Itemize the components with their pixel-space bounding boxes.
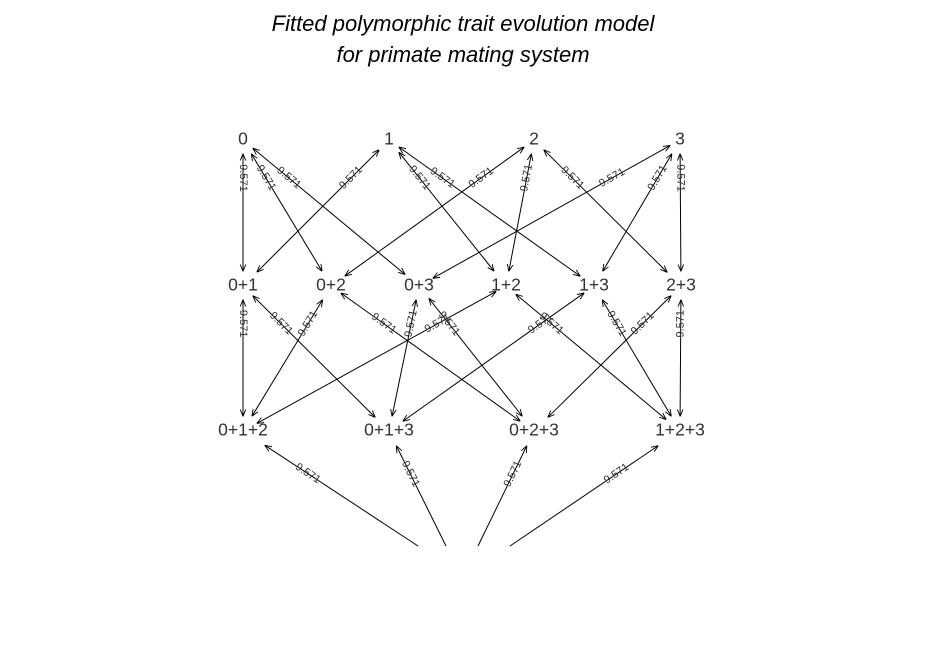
edge-label-2-3-to-1-2-3: 9.571 bbox=[675, 310, 687, 338]
edge-label-bottom-to-0-1-2: 9.571 bbox=[293, 461, 323, 486]
edge-3-to-0-3 bbox=[433, 146, 670, 279]
edge-0-to-0-3 bbox=[253, 148, 405, 274]
edges-layer bbox=[243, 146, 681, 547]
edge-bottom-to-0-1-2 bbox=[265, 445, 419, 547]
nodes-layer: 0 1 2 3 0+1 0+2 0+3 1+2 1+3 2+3 0+1+2 0+1+3 0+2+3 1+2… bbox=[218, 129, 705, 440]
node-2-3: 2+3 bbox=[666, 275, 696, 295]
edge-2-3-to-0-2-3 bbox=[548, 296, 671, 417]
node-3: 3 bbox=[675, 129, 685, 149]
node-0-1-2: 0+1+2 bbox=[218, 420, 268, 440]
edge-3-to-2-3 bbox=[680, 154, 681, 271]
node-0-3: 0+3 bbox=[404, 275, 434, 295]
chart-title: Fitted polymorphic trait evolution model… bbox=[0, 8, 926, 70]
edge-2-3-to-1-2-3 bbox=[680, 300, 681, 416]
node-0-1-3: 0+1+3 bbox=[364, 420, 414, 440]
node-1-2-3: 1+2+3 bbox=[655, 420, 705, 440]
node-1-3: 1+3 bbox=[579, 275, 609, 295]
node-0-1: 0+1 bbox=[228, 275, 258, 295]
node-1: 1 bbox=[384, 129, 394, 149]
node-2: 2 bbox=[529, 129, 539, 149]
edge-label-3-to-1-3: 9.571 bbox=[645, 163, 669, 193]
node-1-2: 1+2 bbox=[491, 275, 521, 295]
edge-label-bottom-to-1-2-3: 9.571 bbox=[602, 461, 632, 486]
edge-label-bottom-to-0-2-3: 9.571 bbox=[502, 459, 525, 489]
edge-label-3-to-0-3: 9.571 bbox=[597, 166, 627, 190]
node-0: 0 bbox=[238, 129, 248, 149]
edge-label-0-1-to-0-1-2: 9.571 bbox=[237, 310, 249, 338]
edge-3-to-1-3 bbox=[603, 154, 672, 271]
edge-label-2-to-1-2: 9.571 bbox=[518, 163, 535, 192]
edge-label-0-3-to-0-1-3: 9.571 bbox=[402, 309, 419, 338]
edge-bottom-to-0-2-3 bbox=[477, 446, 527, 547]
node-0-2: 0+2 bbox=[316, 275, 346, 295]
edge-label-0-to-0-1: 9.571 bbox=[237, 164, 249, 192]
node-0-2-3: 0+2+3 bbox=[509, 420, 559, 440]
edge-label-3-to-2-3: 9.571 bbox=[674, 164, 686, 192]
edge-label-2-to-0-2: 9.571 bbox=[466, 165, 495, 191]
edge-label-1-3-to-1-2-3: 9.571 bbox=[604, 309, 628, 339]
title-line-1: Fitted polymorphic trait evolution model bbox=[271, 11, 655, 36]
title-line-2: for primate mating system bbox=[336, 42, 590, 67]
edge-label-bottom-to-0-1-3: 9.571 bbox=[399, 459, 422, 489]
edge-label-0-to-0-3: 9.571 bbox=[274, 164, 303, 191]
edge-label-0-2-to-0-2-3: 9.571 bbox=[369, 311, 398, 337]
edge-label-0-2-to-0-1-2: 9.571 bbox=[296, 309, 321, 339]
edge-label-1-to-1-3: 9.571 bbox=[428, 165, 457, 191]
edge-bottom-to-1-2-3 bbox=[509, 446, 658, 547]
edge-bottom-to-0-1-3 bbox=[396, 446, 447, 547]
edge-label-0-to-0-2: 9.571 bbox=[254, 163, 278, 193]
